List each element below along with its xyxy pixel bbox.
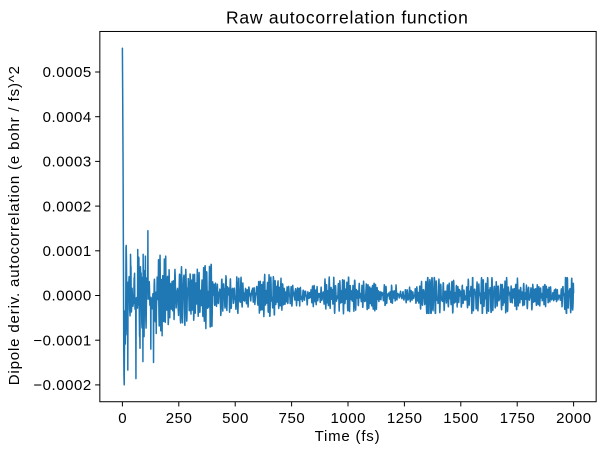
svg-text:1000: 1000 [331, 410, 367, 427]
svg-text:0.0005: 0.0005 [43, 64, 92, 81]
svg-text:−0.0001: −0.0001 [33, 332, 92, 349]
svg-text:Dipole deriv. autocorrelation: Dipole deriv. autocorrelation (e bohr / … [6, 65, 23, 385]
svg-text:500: 500 [222, 410, 249, 427]
svg-text:1500: 1500 [443, 410, 479, 427]
svg-text:0.0003: 0.0003 [43, 154, 92, 171]
svg-text:1750: 1750 [500, 410, 536, 427]
svg-text:Raw autocorrelation function: Raw autocorrelation function [226, 8, 469, 28]
svg-text:750: 750 [279, 410, 306, 427]
svg-text:1250: 1250 [387, 410, 423, 427]
svg-text:0.0004: 0.0004 [43, 109, 92, 126]
svg-text:250: 250 [166, 410, 193, 427]
svg-text:0: 0 [118, 410, 127, 427]
svg-text:0.0001: 0.0001 [43, 243, 92, 260]
svg-text:−0.0002: −0.0002 [33, 377, 92, 394]
svg-text:0.0000: 0.0000 [43, 288, 92, 305]
svg-text:0.0002: 0.0002 [43, 198, 92, 215]
svg-text:Time (fs): Time (fs) [315, 428, 381, 445]
svg-text:2000: 2000 [556, 410, 592, 427]
